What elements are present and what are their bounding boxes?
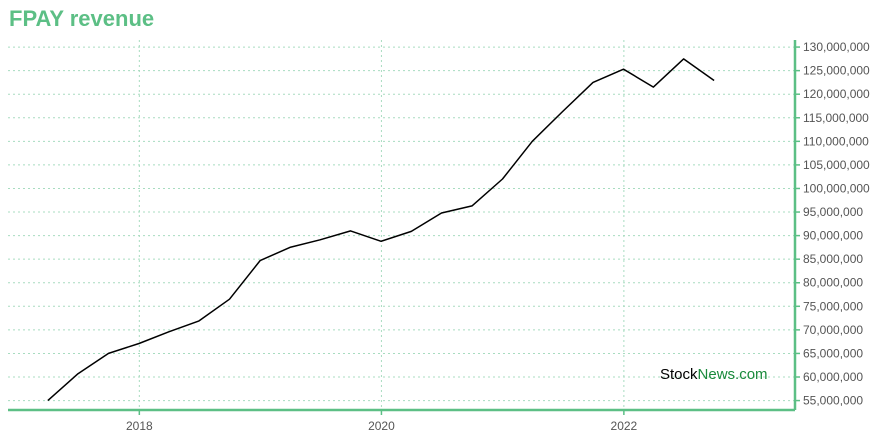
y-tick-label: 70,000,000 xyxy=(803,323,863,337)
watermark-news: News xyxy=(698,366,736,383)
y-tick-label: 85,000,000 xyxy=(803,252,863,266)
y-tick-label: 80,000,000 xyxy=(803,276,863,290)
x-tick-labels: 2018 2020 2022 xyxy=(126,419,638,433)
y-tick-labels: 55,000,000 60,000,000 65,000,000 70,000,000… xyxy=(803,40,870,408)
y-tick-label: 90,000,000 xyxy=(803,229,863,243)
y-tick-label: 100,000,000 xyxy=(803,181,870,195)
y-tick-label: 95,000,000 xyxy=(803,205,863,219)
y-tick-label: 130,000,000 xyxy=(803,40,870,54)
watermark-domain: .com xyxy=(735,366,768,383)
y-tick-label: 65,000,000 xyxy=(803,346,863,360)
y-tick-label: 55,000,000 xyxy=(803,394,863,408)
y-tick-label: 110,000,000 xyxy=(803,134,869,148)
series-group xyxy=(47,58,715,402)
y-tick-label: 120,000,000 xyxy=(803,87,870,101)
chart-title: FPAY revenue xyxy=(9,6,155,31)
watermark-stock: Stock xyxy=(660,366,698,383)
y-tick-label: 125,000,000 xyxy=(803,64,870,78)
x-tick-label: 2020 xyxy=(368,419,395,433)
y-tick-label: 105,000,000 xyxy=(803,158,870,172)
y-tick-label: 60,000,000 xyxy=(803,370,863,384)
x-tick-label: 2018 xyxy=(126,419,153,433)
grid-lines xyxy=(8,40,795,410)
y-tick-label: 75,000,000 xyxy=(803,299,863,313)
y-tick-label: 115,000,000 xyxy=(803,111,869,125)
axes xyxy=(8,40,800,415)
x-tick-label: 2022 xyxy=(611,419,638,433)
revenue-line xyxy=(47,58,715,402)
watermark: StockNews.com xyxy=(660,366,768,383)
